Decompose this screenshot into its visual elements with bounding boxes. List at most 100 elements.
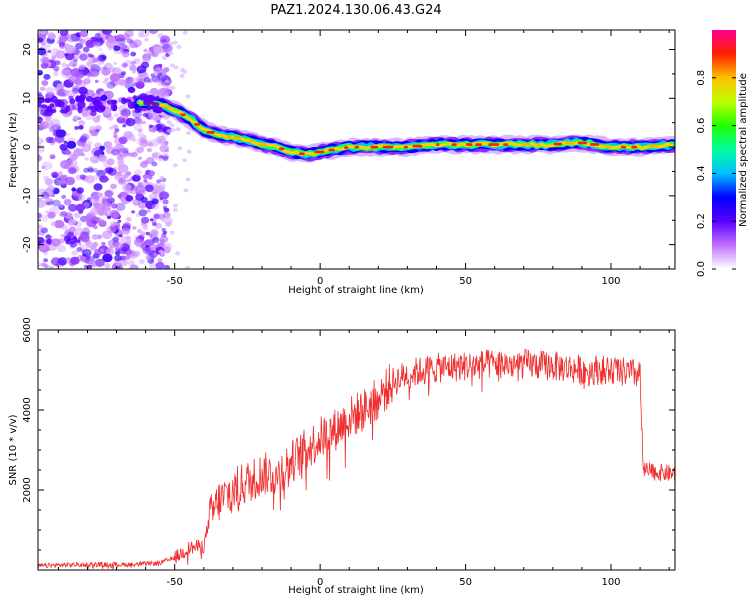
noise-point	[94, 258, 105, 267]
y-tick-label: -20	[22, 236, 33, 252]
spectrogram-marks	[38, 30, 675, 269]
noise-point	[155, 66, 161, 71]
noise-point	[113, 134, 118, 139]
noise-point	[172, 207, 178, 212]
noise-point	[67, 167, 77, 175]
noise-point	[83, 109, 92, 117]
noise-point	[41, 80, 49, 86]
ridge-core	[553, 142, 562, 146]
noise-point	[59, 109, 69, 114]
noise-point	[134, 169, 143, 176]
noise-point	[124, 30, 134, 38]
noise-point	[87, 105, 94, 110]
noise-point	[149, 87, 159, 96]
noise-point	[99, 175, 109, 183]
ridge-core	[577, 141, 587, 145]
noise-point	[86, 72, 93, 77]
noise-point	[140, 61, 150, 69]
x-tick-label: 100	[601, 577, 620, 588]
snr-panel: -50 0 50 100 2000 4000 6000 Height of straight…	[8, 317, 676, 596]
noise-point	[78, 64, 86, 71]
noise-point	[121, 108, 131, 117]
noise-point	[99, 219, 105, 224]
noise-point	[43, 119, 54, 128]
noise-point	[121, 227, 131, 235]
noise-point	[121, 51, 130, 58]
noise-point	[63, 235, 72, 242]
x-tick-label: 50	[459, 276, 472, 287]
noise-point	[141, 120, 146, 125]
noise-point	[185, 265, 191, 269]
noise-point	[65, 52, 75, 61]
y-tick-label: 4000	[22, 397, 33, 422]
x-tick-label: -50	[167, 276, 183, 287]
noise-point	[55, 129, 66, 138]
ridge-core	[382, 145, 394, 149]
noise-point	[158, 157, 163, 162]
noise-point	[133, 234, 139, 239]
noise-point	[150, 73, 155, 77]
noise-point	[170, 128, 176, 133]
noise-point	[44, 198, 55, 206]
noise-point	[151, 222, 157, 226]
noise-point	[44, 108, 54, 117]
noise-point	[41, 165, 46, 169]
noise-point	[125, 195, 134, 202]
colorbar: 0.0 0.2 0.4 0.6 0.8 Normalized spectral ampl…	[696, 30, 749, 277]
noise-point	[38, 98, 45, 104]
noise-point	[114, 242, 124, 250]
noise-point	[44, 178, 54, 186]
ridge-core	[370, 145, 378, 149]
noise-point	[38, 199, 46, 208]
noise-point	[185, 94, 191, 99]
noise-point	[112, 81, 119, 86]
y-tick-label: 0	[22, 144, 33, 150]
noise-point	[83, 227, 90, 232]
noise-point	[38, 244, 50, 253]
noise-point	[143, 247, 149, 252]
noise-point	[82, 46, 90, 53]
noise-point	[122, 222, 132, 230]
noise-point	[142, 174, 149, 180]
noise-point	[151, 101, 156, 108]
noise-point	[98, 105, 106, 111]
noise-point	[165, 221, 172, 227]
noise-point	[83, 78, 91, 85]
noise-point	[112, 124, 119, 130]
noise-point	[153, 46, 164, 54]
noise-point	[160, 191, 170, 200]
ridge-core	[180, 113, 186, 116]
noise-point	[38, 155, 41, 160]
noise-point	[66, 165, 78, 174]
noise-point	[44, 210, 50, 215]
noise-point	[140, 231, 146, 236]
noise-point	[127, 152, 133, 157]
noise-point	[93, 201, 101, 208]
noise-point	[150, 246, 155, 251]
colorbar-ticks: 0.0 0.2 0.4 0.6 0.8	[696, 70, 736, 277]
spectrogram-axes: -50 0 50 100 -20 -10 0 10 20	[22, 30, 675, 287]
noise-point	[100, 206, 112, 215]
noise-point	[45, 136, 54, 143]
noise-point	[134, 44, 139, 48]
noise-point	[85, 39, 96, 48]
noise-point	[122, 200, 128, 205]
noise-point	[155, 261, 165, 269]
ridge-core	[536, 143, 541, 146]
noise-point	[113, 62, 118, 65]
noise-point	[102, 160, 113, 169]
noise-point	[162, 199, 169, 205]
noise-point	[127, 101, 135, 109]
noise-point	[140, 216, 150, 224]
noise-point	[138, 259, 145, 265]
noise-point	[159, 87, 171, 96]
noise-point	[153, 64, 160, 70]
noise-point	[84, 255, 96, 265]
noise-point	[59, 204, 64, 208]
noise-point	[86, 60, 94, 67]
noise-point	[140, 196, 148, 203]
colorbar-tick-label: 0.4	[696, 165, 707, 181]
colorbar-tick-label: 0.6	[696, 118, 707, 134]
noise-point	[161, 42, 171, 50]
noise-point	[90, 262, 97, 268]
